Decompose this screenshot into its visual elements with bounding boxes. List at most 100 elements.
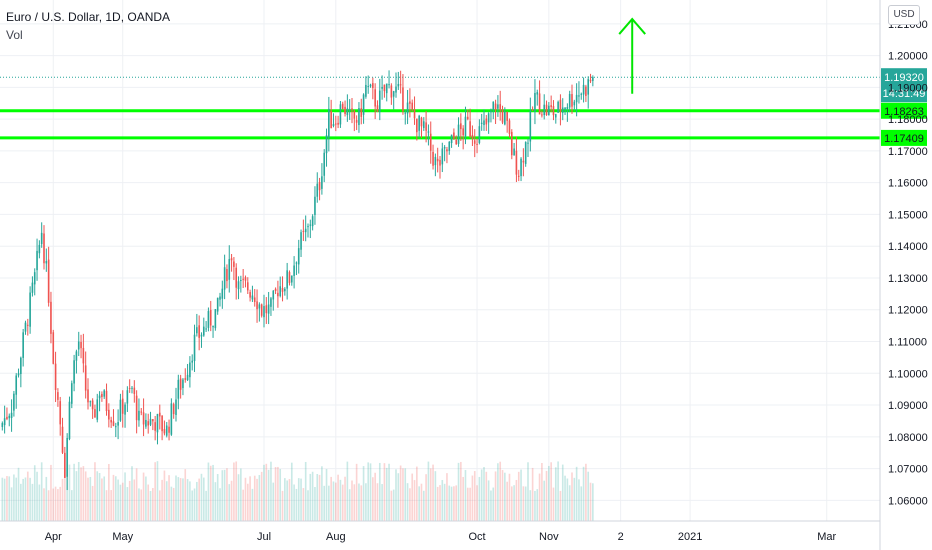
- candle[interactable]: [545, 100, 548, 116]
- candle[interactable]: [462, 125, 464, 150]
- candle[interactable]: [501, 105, 504, 125]
- candle[interactable]: [77, 331, 80, 357]
- candle[interactable]: [531, 106, 534, 112]
- candle[interactable]: [457, 117, 460, 147]
- candle[interactable]: [59, 396, 62, 436]
- candle[interactable]: [578, 81, 580, 104]
- candle[interactable]: [131, 386, 133, 394]
- candle[interactable]: [165, 422, 168, 438]
- candle[interactable]: [89, 400, 92, 407]
- candle[interactable]: [31, 276, 34, 297]
- candle[interactable]: [515, 136, 518, 183]
- candle[interactable]: [508, 118, 511, 138]
- candle[interactable]: [568, 90, 571, 113]
- candle[interactable]: [272, 289, 275, 311]
- candle[interactable]: [10, 399, 13, 432]
- candle[interactable]: [582, 77, 585, 103]
- candle[interactable]: [427, 124, 430, 146]
- candle[interactable]: [281, 276, 284, 302]
- candle[interactable]: [520, 157, 522, 182]
- support-resistance-levels[interactable]: 1.18263 1.17409 1.19320 14:31:49: [0, 68, 927, 146]
- candle[interactable]: [399, 70, 402, 94]
- candle[interactable]: [362, 93, 365, 124]
- candle[interactable]: [235, 263, 238, 300]
- candle[interactable]: [196, 313, 198, 337]
- candle[interactable]: [420, 116, 423, 139]
- candle[interactable]: [348, 99, 351, 120]
- candle[interactable]: [20, 356, 22, 388]
- candle[interactable]: [453, 128, 455, 140]
- candle[interactable]: [277, 280, 279, 308]
- candle[interactable]: [330, 99, 332, 129]
- candle[interactable]: [406, 89, 409, 125]
- currency-selector[interactable]: USD: [888, 5, 920, 25]
- candle[interactable]: [117, 409, 119, 440]
- candle[interactable]: [517, 169, 520, 182]
- candle[interactable]: [450, 134, 453, 148]
- candle[interactable]: [240, 275, 242, 293]
- time-axis[interactable]: Apr May Jul Aug Oct Nov 2 2021 Mar: [0, 520, 880, 543]
- candle[interactable]: [316, 172, 319, 203]
- candle[interactable]: [413, 96, 416, 125]
- candle[interactable]: [156, 413, 159, 445]
- candle[interactable]: [140, 408, 143, 416]
- candle[interactable]: [15, 373, 18, 409]
- candle[interactable]: [101, 391, 103, 402]
- candle[interactable]: [163, 420, 166, 436]
- candle[interactable]: [432, 144, 434, 170]
- candle[interactable]: [422, 117, 425, 131]
- candle[interactable]: [170, 398, 173, 436]
- candle[interactable]: [513, 142, 515, 156]
- candle[interactable]: [61, 417, 64, 454]
- candle[interactable]: [295, 261, 298, 276]
- candle[interactable]: [186, 363, 189, 382]
- candle[interactable]: [311, 214, 314, 231]
- candle[interactable]: [126, 386, 129, 412]
- candle[interactable]: [214, 308, 217, 331]
- candle[interactable]: [274, 287, 277, 295]
- candle[interactable]: [385, 83, 388, 102]
- candle[interactable]: [323, 149, 326, 183]
- candle[interactable]: [494, 99, 497, 124]
- candle[interactable]: [439, 155, 441, 179]
- candle[interactable]: [471, 125, 474, 147]
- candle[interactable]: [573, 99, 576, 111]
- candle[interactable]: [121, 390, 124, 428]
- candle[interactable]: [318, 177, 321, 201]
- candle[interactable]: [293, 256, 295, 289]
- candle[interactable]: [68, 396, 71, 441]
- candle[interactable]: [135, 390, 138, 434]
- candle[interactable]: [483, 109, 485, 131]
- candle[interactable]: [223, 254, 226, 300]
- candle[interactable]: [263, 294, 265, 328]
- candle[interactable]: [8, 413, 11, 427]
- candle[interactable]: [374, 83, 376, 120]
- candle[interactable]: [390, 83, 393, 105]
- candle[interactable]: [244, 275, 247, 288]
- candle[interactable]: [351, 98, 353, 124]
- candle[interactable]: [43, 225, 45, 270]
- candle[interactable]: [585, 84, 587, 102]
- candle[interactable]: [392, 90, 395, 110]
- candle[interactable]: [3, 405, 6, 434]
- candle[interactable]: [258, 302, 261, 322]
- candle[interactable]: [103, 389, 106, 399]
- candle[interactable]: [367, 75, 370, 94]
- candle[interactable]: [448, 140, 451, 155]
- candlestick-series[interactable]: [1, 70, 594, 491]
- candle[interactable]: [6, 407, 8, 421]
- candle[interactable]: [221, 280, 224, 309]
- candle[interactable]: [145, 413, 147, 429]
- candle[interactable]: [497, 95, 499, 117]
- candle[interactable]: [96, 393, 99, 423]
- candle[interactable]: [279, 276, 282, 298]
- candle[interactable]: [193, 324, 196, 372]
- candle[interactable]: [543, 94, 546, 120]
- candle[interactable]: [587, 76, 590, 109]
- candle[interactable]: [580, 92, 583, 100]
- candle[interactable]: [17, 368, 20, 378]
- candle[interactable]: [191, 354, 194, 371]
- candle[interactable]: [38, 240, 41, 259]
- candle[interactable]: [425, 110, 427, 143]
